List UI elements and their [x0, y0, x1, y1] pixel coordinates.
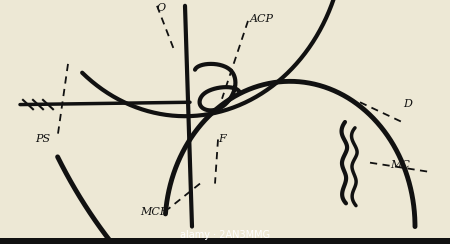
- Text: F: F: [218, 134, 226, 144]
- Text: D: D: [403, 99, 412, 109]
- Text: ACP: ACP: [250, 14, 274, 24]
- Text: alamy · 2AN3MMG: alamy · 2AN3MMG: [180, 231, 270, 240]
- Text: MC: MC: [390, 160, 410, 170]
- Text: O: O: [157, 3, 166, 13]
- Text: MCF: MCF: [140, 207, 167, 217]
- Text: PS: PS: [35, 134, 50, 144]
- Bar: [0, 238, 450, 244]
